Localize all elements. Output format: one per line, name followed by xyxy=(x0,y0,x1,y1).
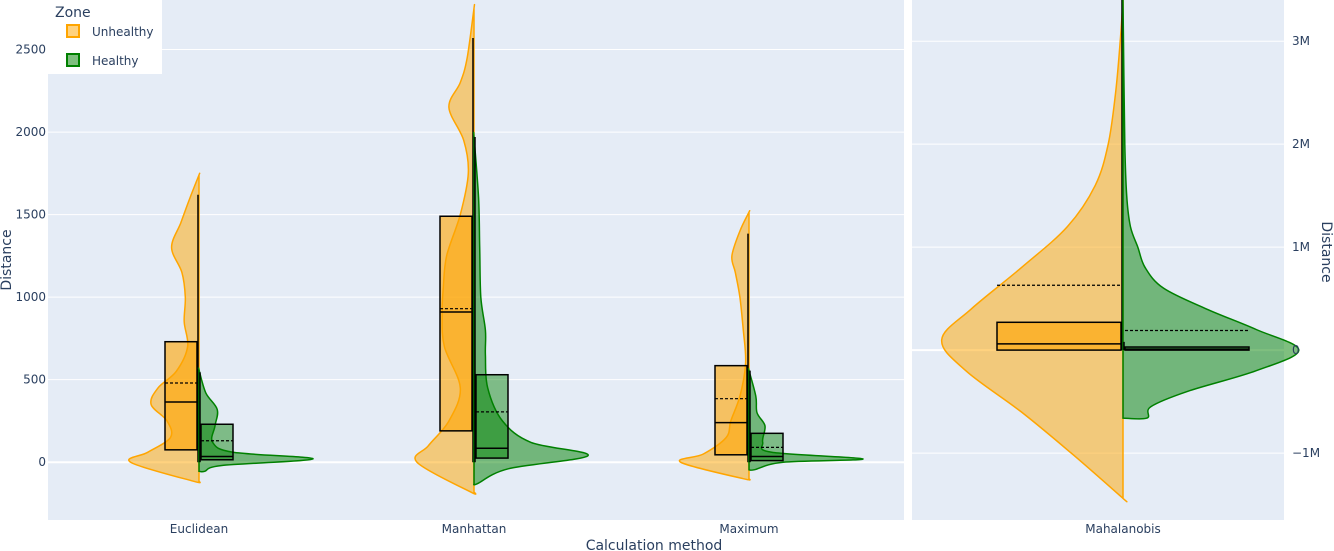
legend-title: Zone xyxy=(55,5,91,21)
x-axis-title: Calculation method xyxy=(586,538,723,551)
legend-swatch-healthy xyxy=(66,53,80,67)
x-tick-label-manhattan: Manhattan xyxy=(442,522,507,536)
y-tick-label-right-1: 0 xyxy=(1292,343,1300,357)
violin-healthy-mahalanobis[interactable] xyxy=(1122,0,1300,420)
violins-right xyxy=(940,0,1300,503)
y-axis-title-right: Distance xyxy=(1318,221,1334,282)
box-unhealthy-maximum[interactable] xyxy=(714,364,748,456)
legend-swatch-unhealthy xyxy=(66,24,80,38)
y-axis-title-left: Distance xyxy=(0,229,15,290)
y-tick-label-left-5: 2500 xyxy=(15,43,46,57)
y-tick-label-right-2: 1M xyxy=(1292,240,1310,254)
y-tick-label-left-4: 2000 xyxy=(15,125,46,139)
box-healthy-manhattan[interactable] xyxy=(475,373,509,459)
y-tick-label-right-4: 3M xyxy=(1292,34,1310,48)
violin-unhealthy-mahalanobis[interactable] xyxy=(940,0,1128,503)
x-ticks: Euclidean Manhattan Maximum Mahalanobis xyxy=(170,522,1161,536)
y-tick-label-left-3: 1500 xyxy=(15,208,46,222)
y-tick-label-right-0: −1M xyxy=(1292,446,1320,460)
y-ticks-left: 0 500 1000 1500 2000 2500 xyxy=(15,43,46,470)
y-tick-label-left-2: 1000 xyxy=(15,290,46,304)
violin-healthy-euclidean[interactable] xyxy=(197,367,314,473)
legend-label-healthy: Healthy xyxy=(92,54,139,68)
y-tick-label-left-0: 0 xyxy=(38,455,46,469)
legend-item-healthy[interactable]: Healthy xyxy=(66,53,139,68)
x-tick-label-mahalanobis: Mahalanobis xyxy=(1085,522,1161,536)
box-unhealthy-euclidean[interactable] xyxy=(164,340,198,451)
box-unhealthy-mahalanobis[interactable] xyxy=(996,321,1122,351)
box-unhealthy-manhattan[interactable] xyxy=(439,215,473,432)
violins-left xyxy=(128,3,864,495)
x-tick-label-maximum: Maximum xyxy=(719,522,778,536)
legend: Zone Unhealthy Healthy xyxy=(48,0,162,74)
box-healthy-euclidean[interactable] xyxy=(200,423,234,461)
y-tick-label-left-1: 500 xyxy=(23,373,46,387)
y-ticks-right: −1M 0 1M 2M 3M xyxy=(1292,34,1320,460)
legend-item-unhealthy[interactable]: Unhealthy xyxy=(66,24,153,39)
x-tick-label-euclidean: Euclidean xyxy=(170,522,228,536)
legend-label-unhealthy: Unhealthy xyxy=(92,25,153,39)
y-tick-label-right-3: 2M xyxy=(1292,137,1310,151)
